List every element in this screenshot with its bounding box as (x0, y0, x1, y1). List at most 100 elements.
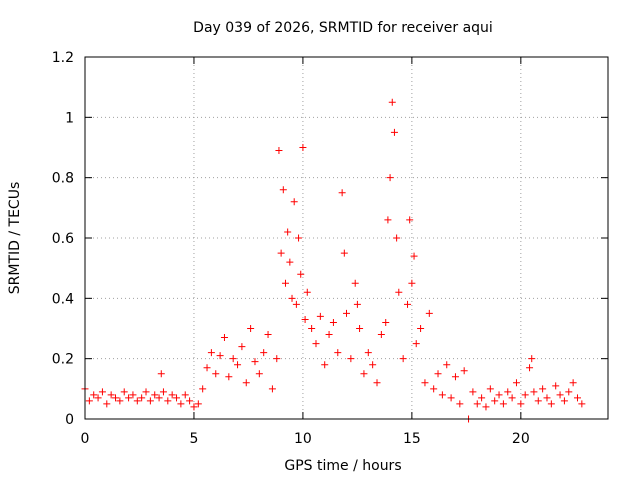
data-point (260, 349, 268, 357)
data-point (142, 388, 150, 396)
data-point (569, 379, 577, 387)
data-point (112, 394, 120, 402)
data-point (207, 349, 215, 357)
data-point (521, 391, 529, 399)
data-point (417, 325, 425, 332)
data-point (181, 391, 189, 399)
data-point (478, 394, 486, 402)
data-point (281, 279, 289, 287)
data-point (384, 216, 392, 224)
y-tick-label-4: 0.8 (52, 171, 74, 187)
grid (85, 57, 608, 419)
data-point (388, 98, 396, 106)
data-point (303, 288, 311, 296)
data-point (286, 258, 294, 266)
data-point (85, 397, 93, 405)
data-point (412, 340, 420, 348)
data-point (297, 270, 305, 278)
data-point (386, 174, 394, 182)
data-point (129, 391, 137, 399)
data-point (508, 394, 516, 402)
data-point (199, 385, 207, 393)
y-tick-label-6: 1.2 (52, 50, 74, 66)
x-tick-label-2: 10 (294, 431, 312, 447)
data-point (203, 364, 211, 372)
data-point (456, 400, 464, 408)
data-point (190, 403, 198, 411)
data-point (234, 361, 242, 369)
data-point (434, 370, 442, 378)
data-point (299, 144, 307, 151)
data-point (382, 318, 390, 326)
data-point (530, 388, 538, 396)
data-point (277, 249, 285, 257)
data-point (421, 379, 429, 387)
x-tick-label-0: 0 (81, 431, 90, 447)
data-point (377, 331, 385, 339)
y-tick-label-1: 0.2 (52, 352, 74, 368)
data-point (220, 334, 228, 342)
data-point (275, 147, 283, 155)
data-point (157, 370, 165, 378)
data-point (534, 397, 542, 405)
data-point (216, 352, 224, 360)
data-point (406, 216, 414, 224)
x-tick-label-1: 5 (189, 431, 198, 447)
data-point (151, 391, 159, 399)
data-point (321, 361, 329, 369)
data-point (369, 361, 377, 369)
x-tick-label-3: 15 (403, 431, 421, 447)
data-point (491, 397, 499, 405)
y-tick-label-3: 0.6 (52, 231, 74, 247)
data-point (334, 349, 342, 357)
data-point (292, 300, 300, 308)
data-point (295, 234, 303, 242)
data-point (410, 252, 418, 260)
data-point (290, 198, 298, 206)
data-point (556, 391, 564, 399)
data-point (308, 325, 316, 332)
data-point (504, 388, 512, 396)
data-point (451, 373, 459, 381)
data-point (194, 400, 202, 408)
data-point (425, 309, 433, 317)
x-axis-title: GPS time / hours (284, 458, 401, 474)
data-point (390, 128, 398, 136)
data-point (98, 388, 106, 396)
data-point (486, 385, 494, 393)
data-point (255, 370, 263, 378)
data-point (312, 340, 320, 348)
data-point (404, 300, 412, 308)
data-point (225, 373, 233, 381)
data-point (212, 370, 220, 378)
data-point (120, 388, 128, 396)
data-point (460, 367, 468, 375)
data-point (116, 397, 124, 405)
data-point (164, 397, 172, 405)
data-point (578, 400, 586, 408)
data-point (443, 361, 451, 369)
data-point (517, 400, 525, 408)
y-tick-label-2: 0.4 (52, 291, 74, 307)
data-point (247, 325, 255, 332)
data-point (94, 394, 102, 402)
data-point (395, 288, 403, 296)
data-point (273, 355, 281, 363)
data-point (173, 394, 181, 402)
data-point (373, 379, 381, 387)
data-point (347, 355, 355, 363)
data-point (340, 249, 348, 257)
y-tick-label-5: 1 (65, 110, 74, 126)
data-point (353, 300, 361, 308)
data-point (547, 400, 555, 408)
data-point (177, 400, 185, 408)
data-point (338, 189, 346, 197)
data-point (495, 391, 503, 399)
data-point (565, 388, 573, 396)
data-point (279, 186, 287, 194)
data-point (343, 309, 350, 317)
chart-title: Day 039 of 2026, SRMTID for receiver aqu… (193, 20, 493, 36)
data-point (539, 385, 547, 393)
